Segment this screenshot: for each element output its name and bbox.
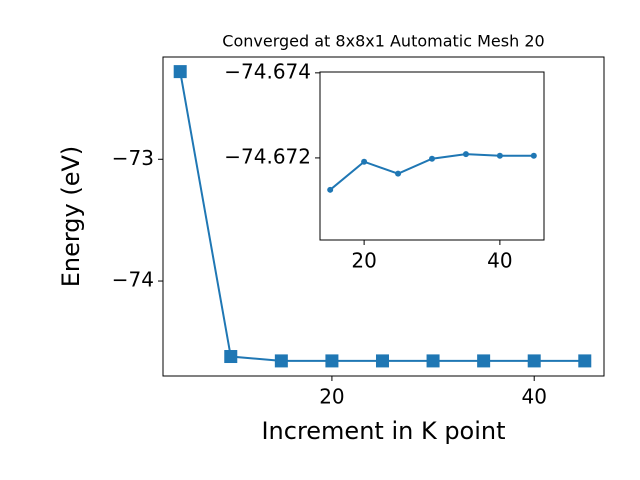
plot-frame [162,56,605,377]
x-tick-label: 20 [319,385,344,409]
data-point [578,354,592,368]
data-point [530,152,537,159]
data-point [327,186,334,193]
data-point [274,354,288,368]
data-point [477,354,491,368]
data-point [375,354,389,368]
y-axis-label: Energy (eV) [57,146,85,288]
x-tick-label: 40 [487,249,512,273]
data-point [173,65,187,79]
x-axis-label: Increment in K point [261,417,505,445]
y-tick-label: −74 [112,268,154,292]
data-point [462,151,469,158]
data-point [224,350,238,364]
y-tick-label: −74.672 [224,144,311,168]
chart-title: Converged at 8x8x1 Automatic Mesh 20 [222,32,544,51]
data-point [426,354,440,368]
x-tick-label: 40 [521,385,546,409]
data-point [325,354,339,368]
data-point [496,152,503,159]
data-point [527,354,541,368]
x-tick-label: 20 [351,249,376,273]
data-point [429,155,435,162]
y-tick-label: −73 [112,146,154,170]
plot-frame [319,71,545,241]
data-point [395,170,402,177]
data-point [361,158,368,165]
y-tick-label: −74.674 [224,59,311,83]
